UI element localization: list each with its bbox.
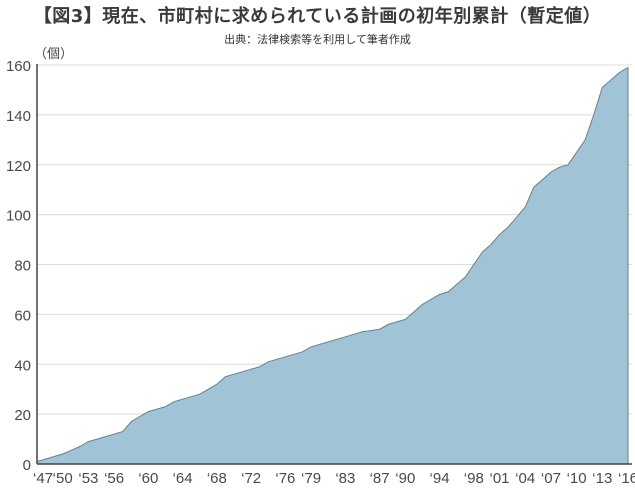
y-tick-label: 140	[6, 108, 31, 125]
y-tick-label: 120	[6, 158, 31, 175]
y-tick-label: 40	[14, 357, 31, 374]
x-tick-label: ‘01	[490, 470, 510, 487]
y-tick-label: 60	[14, 307, 31, 324]
x-tick-label: ‘90	[395, 470, 415, 487]
y-tick-label: 100	[6, 208, 31, 225]
x-tick-label: ‘10	[567, 470, 587, 487]
y-axis-ticks: 0 20 40 60 80 100 120 140 160	[6, 58, 31, 474]
x-tick-label: ‘07	[541, 470, 561, 487]
x-tick-label: ‘83	[335, 470, 355, 487]
chart-title: 【図3】現在、市町村に求められている計画の初年別累計（暫定値）	[33, 6, 602, 27]
x-tick-label: ‘64	[173, 470, 193, 487]
x-tick-label: ‘47	[33, 470, 53, 487]
cumulative-area	[37, 67, 628, 464]
cumulative-line	[36, 66, 629, 464]
x-tick-label: ‘68	[207, 470, 227, 487]
x-tick-label: ‘56	[104, 470, 124, 487]
x-tick-label: ‘94	[430, 470, 450, 487]
y-axis-unit-label: （個）	[34, 47, 74, 62]
x-tick-label: ‘50	[53, 470, 73, 487]
y-tick-label: 160	[6, 58, 31, 75]
chart-subtitle: 出典：法律検索等を利用して筆者作成	[224, 33, 411, 46]
x-tick-label: ‘87	[370, 470, 390, 487]
x-tick-label: ‘76	[275, 470, 295, 487]
x-tick-label: ‘53	[78, 470, 98, 487]
x-tick-label: ‘16	[618, 470, 635, 487]
x-tick-label: ‘13	[592, 470, 612, 487]
x-tick-label: ‘04	[515, 470, 535, 487]
x-axis-ticks: ‘47 ‘50 ‘53 ‘56 ‘60 ‘64 ‘68 ‘72 ‘76 ‘79 ‘83 ‘87 ‘90 ‘…	[33, 470, 635, 487]
x-tick-label: ‘72	[241, 470, 261, 487]
y-tick-label: 0	[23, 457, 31, 474]
x-tick-label: ‘60	[138, 470, 158, 487]
y-tick-label: 80	[14, 258, 31, 275]
y-tick-label: 20	[14, 407, 31, 424]
x-tick-label: ‘98	[464, 470, 484, 487]
x-tick-label: ‘79	[301, 470, 321, 487]
